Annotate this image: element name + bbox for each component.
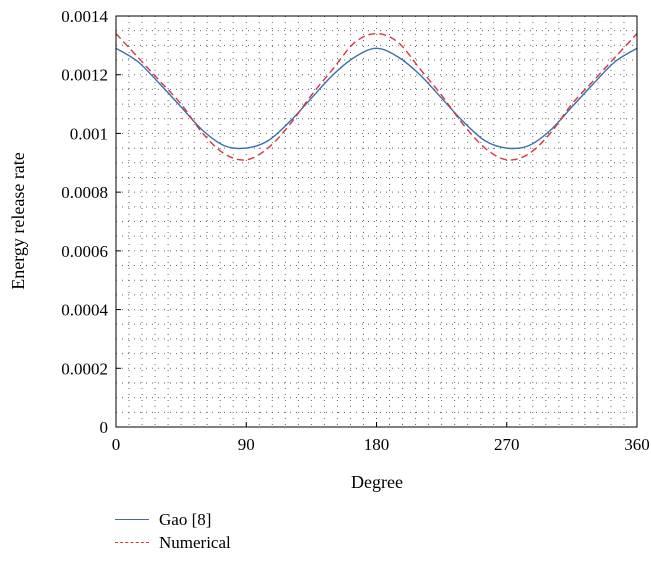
series-line-numerical bbox=[115, 32, 638, 161]
x-tick-label: 0 bbox=[112, 435, 121, 454]
legend-swatch-gao bbox=[115, 519, 149, 520]
legend-label-numerical: Numerical bbox=[159, 532, 231, 552]
x-tick-label: 90 bbox=[238, 435, 255, 454]
y-tick-label: 0.0012 bbox=[61, 66, 108, 85]
y-axis: 0 0.0002 0.0004 0.0006 0.0008 0.001 0.0012 0.00… bbox=[61, 7, 121, 437]
x-tick-label: 360 bbox=[624, 435, 650, 454]
y-tick-label: 0.001 bbox=[70, 124, 108, 143]
y-tick-label: 0.0008 bbox=[61, 183, 108, 202]
series-lines bbox=[115, 32, 638, 161]
x-tick-label: 180 bbox=[364, 435, 390, 454]
x-tick-label: 270 bbox=[494, 435, 520, 454]
y-tick-label: 0.0006 bbox=[61, 242, 108, 261]
y-axis-label: Energy release rate bbox=[8, 152, 28, 290]
x-axis: 0 90 180 270 360 bbox=[112, 422, 650, 454]
y-tick-label: 0.0014 bbox=[61, 7, 108, 26]
series-line-gao bbox=[115, 47, 638, 150]
y-tick-label: 0.0002 bbox=[61, 359, 108, 378]
legend-item-gao: Gao [8] bbox=[115, 508, 231, 531]
legend: Gao [8] Numerical bbox=[115, 508, 231, 554]
legend-swatch-numerical bbox=[115, 542, 149, 543]
y-tick-label: 0 bbox=[100, 418, 109, 437]
y-tick-label: 0.0004 bbox=[61, 301, 108, 320]
legend-label-gao: Gao [8] bbox=[159, 509, 212, 529]
grid bbox=[116, 16, 637, 427]
x-axis-label: Degree bbox=[351, 472, 403, 492]
legend-item-numerical: Numerical bbox=[115, 531, 231, 554]
